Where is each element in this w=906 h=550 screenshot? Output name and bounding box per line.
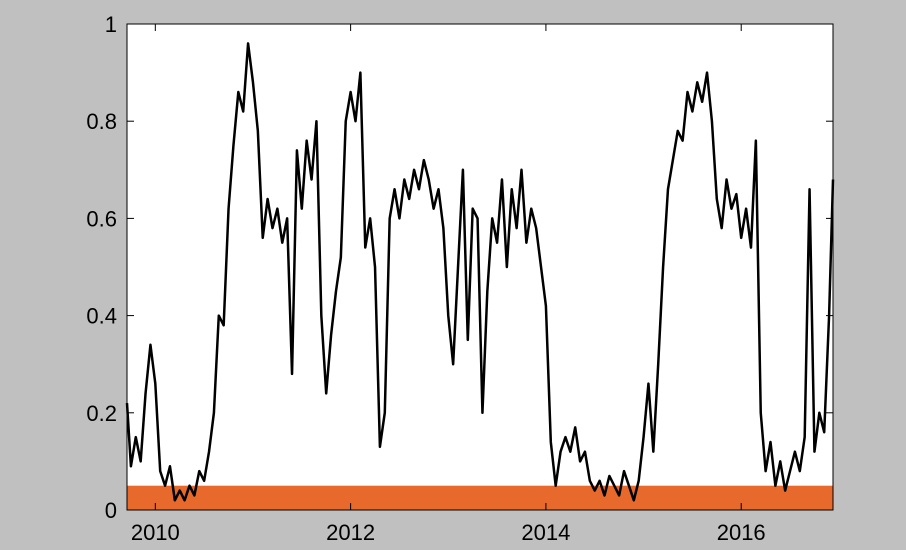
x-tick-label: 2014 (521, 520, 570, 545)
y-tick-label: 1 (105, 12, 117, 37)
x-tick-label: 2012 (326, 520, 375, 545)
threshold-band (127, 485, 833, 510)
x-tick-label: 2016 (717, 520, 766, 545)
y-tick-label: 0.6 (86, 206, 117, 231)
y-tick-label: 0 (105, 498, 117, 523)
data-line (125, 42, 835, 502)
y-tick-label: 0.2 (86, 401, 117, 426)
y-tick-label: 0.4 (86, 304, 117, 329)
x-tick-label: 2010 (131, 520, 180, 545)
axes-box (126, 23, 834, 511)
y-tick-label: 0.8 (86, 109, 117, 134)
